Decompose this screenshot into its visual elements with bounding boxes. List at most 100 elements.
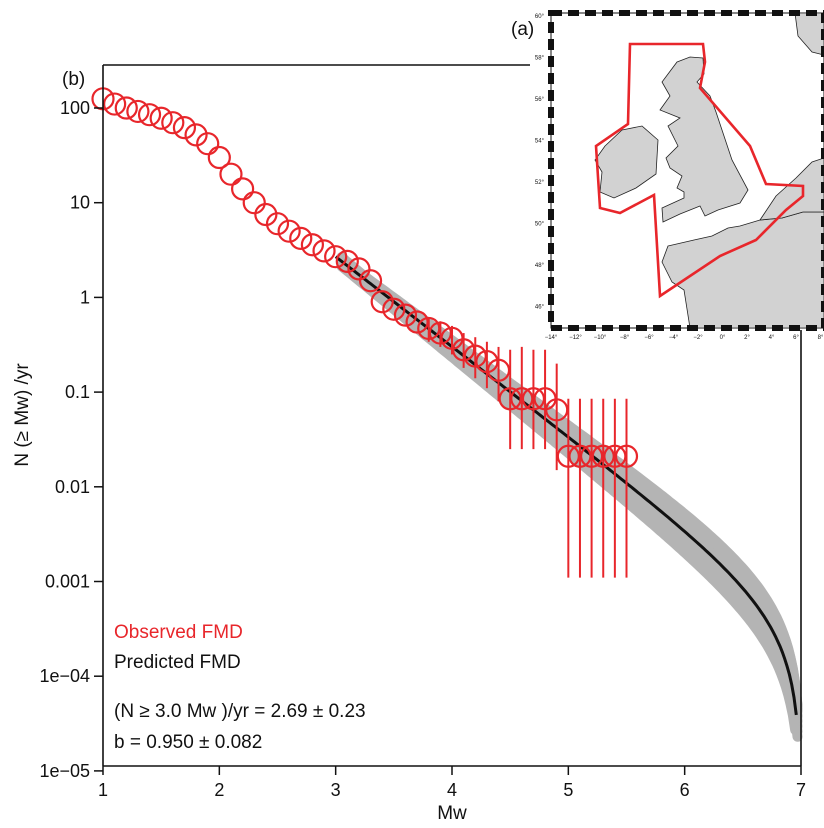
predicted-fmd-curve-group	[334, 255, 798, 716]
x-tick-label: 6	[680, 780, 690, 800]
observed-point	[521, 387, 546, 411]
observed-point	[265, 212, 290, 236]
observed-point	[324, 245, 348, 269]
observed-point	[428, 321, 452, 345]
map-lat-label: 48°	[535, 263, 545, 269]
low-countries	[759, 157, 824, 221]
map-lon-label: −2°	[693, 335, 703, 341]
ensemble-curve	[336, 254, 803, 714]
map-latitude-ticks: 60° 58° 56° 54° 52° 50° 48° 46°	[535, 14, 545, 311]
observed-point	[591, 444, 615, 468]
land-masses	[594, 12, 824, 329]
y-tick-label: 100	[60, 98, 90, 118]
x-tick-label: 1	[98, 780, 108, 800]
observed-point	[405, 310, 429, 334]
map-lon-label: −8°	[620, 335, 630, 341]
observed-point	[231, 177, 255, 201]
map-lon-label: −4°	[669, 335, 679, 341]
map-lon-label: 6°	[793, 335, 799, 341]
y-tick-label: 1	[80, 287, 90, 307]
great-britain	[659, 56, 749, 223]
x-tick-label: 4	[447, 780, 457, 800]
x-tick-label: 3	[331, 780, 341, 800]
observed-point	[498, 387, 522, 411]
observed-point	[510, 387, 534, 411]
y-tick-label: 10	[70, 193, 90, 213]
observed-point	[161, 111, 185, 135]
y-tick-label: 1e−04	[39, 666, 90, 686]
map-lat-label: 56°	[535, 97, 545, 103]
x-tick-label: 5	[563, 780, 573, 800]
panel-label-b: (b)	[62, 69, 85, 90]
observed-point	[579, 444, 604, 468]
map-lat-label: 60°	[535, 14, 545, 20]
map-lon-label: 2°	[744, 335, 750, 341]
legend-predicted: Predicted FMD	[114, 652, 241, 673]
observed-point	[219, 162, 243, 186]
map-longitude-ticks: −14° −12° −10° −8° −6° −4° −2° 0° 2° 4° 6° 8°	[545, 335, 824, 341]
observed-point	[475, 349, 499, 374]
panel-label-a: (a)	[511, 19, 534, 40]
x-tick-label: 7	[796, 780, 806, 800]
study-region-outline	[594, 42, 805, 299]
observed-point	[289, 226, 313, 250]
map-lat-label: 50°	[535, 222, 545, 228]
observed-point	[207, 145, 231, 170]
observed-point	[172, 116, 197, 140]
observed-point	[184, 123, 208, 147]
observed-point	[382, 297, 406, 321]
error-bars	[427, 317, 628, 578]
observed-point	[277, 219, 301, 243]
map-lon-label: 0°	[720, 335, 726, 341]
observed-point	[452, 338, 476, 362]
observed-point	[126, 99, 150, 124]
map-lon-label: −14°	[545, 335, 558, 341]
map-lon-label: 8°	[818, 335, 824, 341]
legend-stat-rate: (N ≥ 3.0 Mw )/yr = 2.69 ± 0.23	[114, 701, 366, 722]
observed-point	[358, 269, 383, 293]
predicted-fmd-curve	[334, 255, 798, 716]
observed-point	[114, 96, 138, 120]
observed-point	[393, 303, 418, 327]
map-lon-label: −6°	[644, 335, 654, 341]
observed-point	[486, 358, 511, 382]
map-lat-label: 58°	[535, 56, 545, 62]
y-tick-label: 1e−05	[39, 761, 90, 781]
map-lat-label: 54°	[535, 139, 545, 145]
fmd-plot: 1 2 3 4 5 6 7 100 10 1 0.1 0.01 0.001 1e−04 1e−05 (b)…	[12, 64, 806, 824]
observed-point	[149, 106, 173, 130]
observed-point	[614, 444, 639, 468]
observed-point	[417, 316, 441, 341]
map-frame	[548, 10, 824, 331]
observed-point	[556, 444, 580, 468]
norway-tip	[794, 12, 824, 56]
y-ticks: 100 10 1 0.1 0.01 0.001 1e−04 1e−05	[39, 98, 103, 781]
map-inset: (a) −14° −12° −10° −8° −6° −4° −2° 0° 2° 4° 6° 8° 6…	[511, 10, 824, 341]
legend-stat-b: b = 0.950 ± 0.082	[114, 732, 262, 753]
map-lon-label: 4°	[769, 335, 775, 341]
y-tick-label: 0.001	[45, 572, 90, 592]
legend-observed: Observed FMD	[114, 622, 243, 643]
map-lon-label: −12°	[569, 335, 582, 341]
observed-point	[196, 132, 220, 156]
observed-point	[242, 191, 266, 215]
observed-point	[312, 239, 336, 263]
observed-point	[568, 444, 592, 468]
observed-point	[300, 233, 324, 257]
y-tick-label: 0.01	[55, 477, 90, 497]
map-lat-label: 52°	[535, 180, 545, 186]
observed-point	[103, 92, 127, 116]
x-axis-title: Mw	[437, 803, 467, 824]
observed-point	[335, 249, 359, 273]
legend: Observed FMD Predicted FMD (N ≥ 3.0 Mw )…	[114, 622, 366, 753]
x-ticks: 1 2 3 4 5 6 7	[98, 766, 806, 800]
y-tick-label: 0.1	[65, 382, 90, 402]
observed-point	[137, 103, 162, 127]
map-lat-label: 46°	[535, 305, 545, 311]
observed-point	[463, 344, 487, 368]
ireland	[594, 125, 659, 199]
observed-point	[545, 398, 569, 422]
observed-fmd-points	[91, 87, 639, 468]
x-tick-label: 2	[214, 780, 224, 800]
observed-point	[347, 257, 371, 281]
